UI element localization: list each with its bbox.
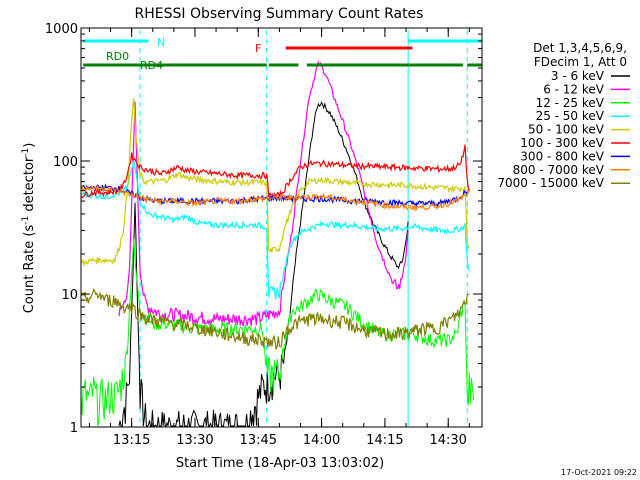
plot-area: N F RD0 RD4 [80,30,482,427]
footer-date: 17-Oct-2021 09:22 [561,468,637,477]
legend-entry-label: 800 - 7000 keV [513,163,605,177]
x-axis-ticks: 13:15 13:30 13:45 14:00 14:15 14:30 [88,28,470,448]
series-line [80,184,470,213]
y-axis-label-sup1: -1 [21,216,31,225]
series-line [118,101,409,427]
series-layer [80,60,475,427]
legend-entry-label: 3 - 6 keV [551,69,605,83]
legend-entry-label: 12 - 25 keV [536,96,605,110]
x-axis-label: Start Time (18-Apr-03 13:03:02) [176,456,384,471]
series-line [80,144,470,200]
legend-entry-label: 50 - 100 keV [528,123,605,137]
legend-entry-label: 300 - 800 keV [520,149,604,163]
series-line [80,159,470,300]
x-tick-label: 14:00 [303,433,340,448]
series-line [80,288,470,350]
flag-bars: N F RD0 RD4 [83,36,482,72]
y-tick-label: 100 [53,155,78,170]
legend-header-line1: Det 1,3,4,5,6,9, [533,41,627,55]
flag-label: RD4 [140,59,163,72]
x-tick-label: 14:15 [366,433,403,448]
y-tick-label: 1 [70,421,78,436]
y-axis-label-part1: Count Rate (s [22,225,37,314]
legend-entry-label: 7000 - 15000 keV [497,176,604,190]
x-tick-label: 13:45 [240,433,277,448]
chart-title: RHESSI Observing Summary Count Rates [135,6,424,22]
legend-entry-label: 25 - 50 keV [536,109,605,123]
y-tick-label: 10 [61,288,78,303]
x-tick-label: 13:30 [176,433,213,448]
series-line [80,98,470,267]
flag-label: RD0 [106,50,129,63]
y-axis-label-sup2: -1 [21,148,31,157]
flag-label: N [157,36,165,49]
y-tick-label: 1000 [45,22,78,37]
legend-entry-label: 100 - 300 keV [520,136,604,150]
y-axis-label-part3: ) [22,143,37,148]
y-axis-ticks: 1 10 100 1000 [45,22,482,436]
y-axis-label: Count Rate (s-1 detector-1) [21,143,37,314]
legend-header-line2: FDecim 1, Att 0 [534,55,627,69]
legend-entry-label: 6 - 12 keV [543,82,605,96]
x-tick-label: 13:15 [113,433,150,448]
plot-frame [80,27,483,428]
series-line [118,60,409,327]
x-tick-label: 14:30 [429,433,466,448]
flag-label: F [255,42,261,55]
y-axis-label-part2: detector [22,156,37,216]
